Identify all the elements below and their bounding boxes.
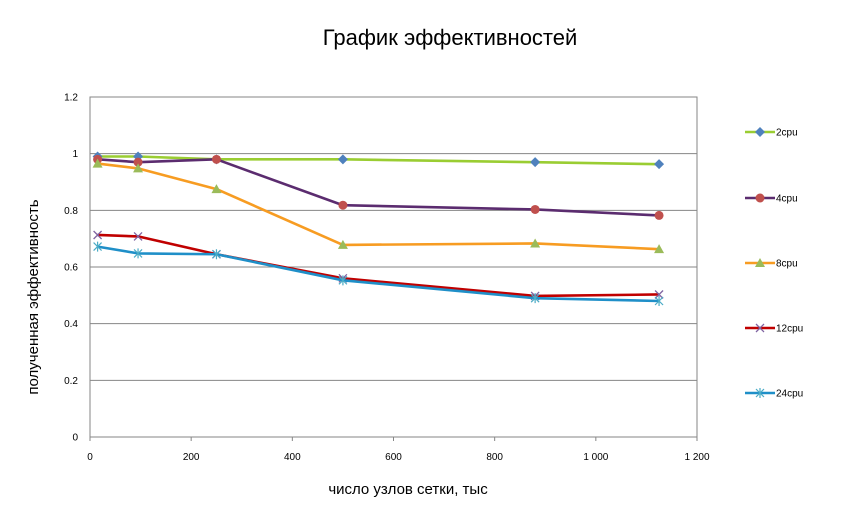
data-point xyxy=(654,210,664,220)
data-point xyxy=(337,154,348,165)
data-point xyxy=(755,388,765,398)
y-tick-label: 0.6 xyxy=(64,263,78,274)
data-point xyxy=(133,231,143,241)
y-tick-label: 0.8 xyxy=(64,206,78,217)
x-tick-label: 600 xyxy=(385,452,402,463)
x-tick-label: 1 000 xyxy=(583,452,608,463)
legend-label: 8cpu xyxy=(776,259,798,270)
x-tick-label: 1 200 xyxy=(684,452,709,463)
chart-title: График эффективностей xyxy=(323,25,578,50)
legend: 2cpu 4cpu 8cpu 12cpu 24cpu xyxy=(745,127,803,400)
data-point xyxy=(92,158,103,168)
data-point xyxy=(755,127,765,137)
data-point xyxy=(337,239,348,249)
data-point xyxy=(530,238,541,248)
series-4cpu xyxy=(93,154,664,220)
data-point xyxy=(654,296,664,306)
series-8cpu xyxy=(92,158,665,254)
data-point xyxy=(654,290,664,299)
x-tick-label: 800 xyxy=(486,452,503,463)
y-tick-label: 0 xyxy=(72,433,78,444)
data-point xyxy=(133,248,143,259)
data-point xyxy=(654,244,665,254)
legend-label: 2cpu xyxy=(776,128,798,139)
data-point xyxy=(530,204,540,214)
series-24cpu xyxy=(93,241,664,306)
y-tick-label: 0.2 xyxy=(64,376,78,387)
legend-item: 4cpu xyxy=(745,193,798,205)
data-point xyxy=(93,230,103,240)
series-12cpu xyxy=(93,230,664,301)
y-tick-label: 1.2 xyxy=(64,93,78,104)
legend-item: 8cpu xyxy=(745,258,798,270)
data-point xyxy=(211,184,222,194)
x-axis-title: число узлов сетки, тыс xyxy=(328,481,488,498)
x-tick-label: 0 xyxy=(87,452,93,463)
y-tick-label: 1 xyxy=(72,149,78,160)
data-point xyxy=(133,157,143,167)
legend-label: 24cpu xyxy=(776,389,803,400)
series-line xyxy=(97,155,660,166)
grid xyxy=(90,96,697,438)
series-line xyxy=(97,245,660,303)
legend-label: 4cpu xyxy=(776,194,798,205)
data-point xyxy=(530,293,540,304)
legend-item: 12cpu xyxy=(745,324,803,335)
series-line xyxy=(97,162,660,251)
data-point xyxy=(530,157,541,168)
data-point xyxy=(654,159,665,170)
data-point xyxy=(211,154,221,164)
x-tick-label: 200 xyxy=(183,452,200,463)
data-point xyxy=(338,275,348,286)
series-line xyxy=(97,158,660,217)
y-axis-title: полученная эффективность xyxy=(25,199,42,394)
y-tick-label: 0.4 xyxy=(64,319,78,330)
data-point xyxy=(93,241,103,252)
data-point xyxy=(133,163,144,173)
x-tick-label: 400 xyxy=(284,452,301,463)
legend-label: 12cpu xyxy=(776,324,803,335)
data-point xyxy=(755,258,765,267)
legend-item: 2cpu xyxy=(745,127,798,139)
series-group xyxy=(92,151,665,306)
data-point xyxy=(212,249,221,260)
data-point xyxy=(338,200,348,210)
legend-item: 24cpu xyxy=(745,388,803,400)
tick-labels: 0 0.2 0.4 0.6 0.8 1 1.2 0 200 400 600 800 1 000 1 200 xyxy=(64,93,710,464)
data-point xyxy=(755,193,765,203)
data-point xyxy=(755,323,765,333)
